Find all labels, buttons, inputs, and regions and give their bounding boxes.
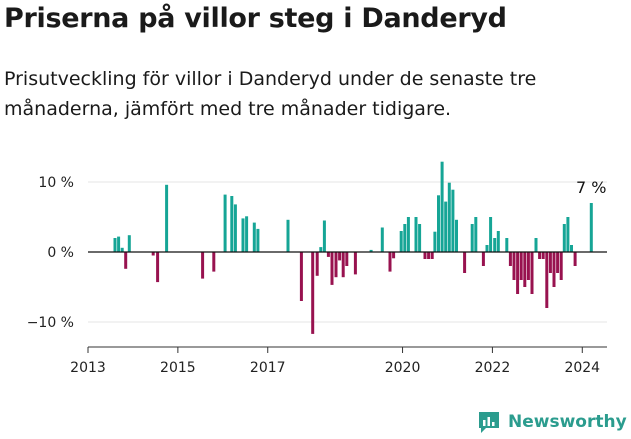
bar <box>201 252 205 279</box>
bar <box>233 204 237 252</box>
bar <box>151 252 155 256</box>
bar <box>245 216 249 252</box>
bar <box>326 252 330 257</box>
bar <box>444 201 448 252</box>
bar <box>559 252 563 280</box>
bar <box>508 252 512 266</box>
chart-title: Priserna på villor steg i Danderyd <box>4 3 507 34</box>
bar <box>345 252 349 266</box>
bar <box>489 217 493 252</box>
bar <box>380 227 384 252</box>
x-tick-label: 2017 <box>250 360 286 376</box>
bar <box>341 252 345 278</box>
bar <box>523 252 527 287</box>
bar <box>545 252 549 308</box>
bar <box>530 252 534 294</box>
bar <box>113 238 117 252</box>
bar <box>589 203 593 252</box>
x-tick-label: 2024 <box>564 360 600 376</box>
bar <box>338 252 342 261</box>
bar <box>322 220 326 252</box>
bar <box>556 252 560 273</box>
bar <box>127 235 131 252</box>
bar <box>256 228 260 252</box>
bar <box>541 252 545 259</box>
bar <box>433 231 437 252</box>
bar <box>388 252 392 272</box>
bar <box>334 252 338 278</box>
y-tick-label: 10 % <box>38 175 74 191</box>
bar <box>252 222 256 252</box>
x-tick-label: 2013 <box>70 360 106 376</box>
bar <box>124 252 128 269</box>
bar <box>455 219 458 252</box>
bar <box>430 252 434 259</box>
bar <box>451 189 455 252</box>
bar <box>311 252 315 334</box>
x-tick-label: 2022 <box>475 360 511 376</box>
bar <box>117 236 121 252</box>
bar <box>418 224 422 252</box>
bar <box>241 218 245 252</box>
bar <box>474 217 478 252</box>
bar <box>223 194 227 252</box>
bar <box>548 252 552 273</box>
bar <box>315 252 319 276</box>
bar <box>552 252 556 287</box>
bar <box>120 247 124 252</box>
bar <box>562 224 566 252</box>
bar <box>427 252 431 259</box>
bar <box>516 252 520 294</box>
bar <box>330 252 334 285</box>
bar <box>538 252 542 259</box>
x-tick-label: 2015 <box>160 360 196 376</box>
bar <box>403 224 407 252</box>
chart-subtitle: Prisutveckling för villor i Danderyd und… <box>4 68 537 120</box>
bar <box>485 245 489 252</box>
bar <box>481 252 485 266</box>
y-tick-label: 0 % <box>47 245 74 261</box>
x-tick-label: 2020 <box>385 360 421 376</box>
bar <box>165 184 169 252</box>
brand-name: Newsworthy <box>508 412 627 432</box>
bar <box>447 182 451 252</box>
bar <box>353 252 357 275</box>
bar <box>470 224 474 252</box>
bar <box>369 249 373 252</box>
bar <box>534 238 538 252</box>
bar <box>212 252 216 272</box>
bar <box>570 245 573 252</box>
bar <box>423 252 427 259</box>
bar <box>319 247 323 252</box>
bar <box>566 217 570 252</box>
bar <box>156 252 160 283</box>
bar <box>406 217 410 252</box>
bar <box>463 252 467 273</box>
bar <box>493 238 497 252</box>
newsworthy-icon <box>479 412 499 433</box>
bar <box>440 161 444 252</box>
bar <box>505 238 509 252</box>
value-annotation: 7 % <box>576 178 606 197</box>
newsworthy-logo: Newsworthy <box>476 408 627 436</box>
bar <box>437 195 440 252</box>
bar <box>230 196 234 252</box>
bar <box>573 252 577 266</box>
y-tick-label: −10 % <box>27 315 74 331</box>
bar <box>414 217 418 252</box>
bar <box>299 252 303 301</box>
bar <box>286 219 290 252</box>
bar <box>399 231 403 252</box>
bar <box>496 231 500 252</box>
bar <box>526 252 530 280</box>
bar <box>392 252 396 259</box>
bar <box>519 252 523 280</box>
bar <box>512 252 516 280</box>
